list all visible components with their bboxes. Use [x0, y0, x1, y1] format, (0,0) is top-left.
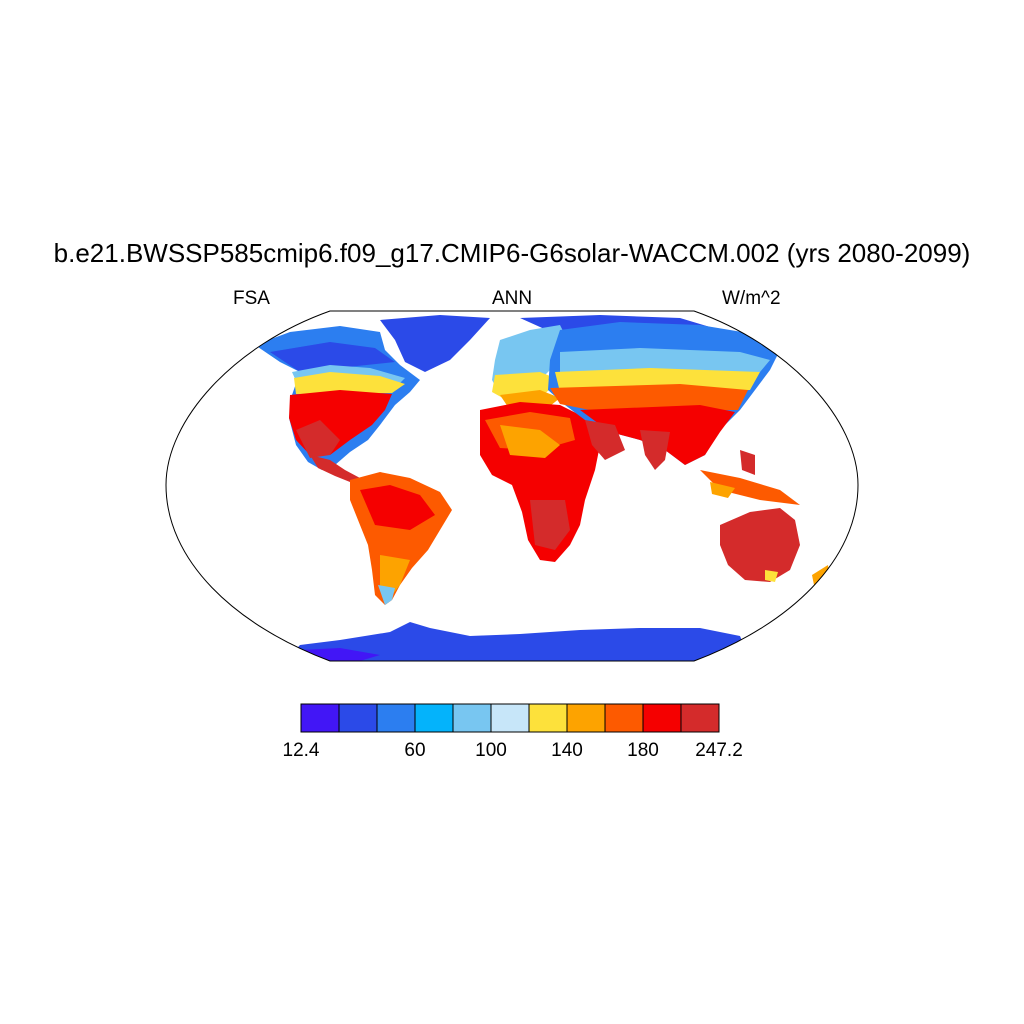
colorbar-tick-label: 100: [475, 740, 507, 761]
colorbar-swatch: [414, 703, 454, 733]
colorbar-swatch: [490, 703, 530, 733]
colorbar-tick-label: 12.4: [282, 740, 320, 761]
colorbar-tick-label: 180: [627, 740, 659, 761]
colorbar-swatch: [604, 703, 644, 733]
antarctica: [285, 622, 745, 661]
colorbar-swatch: [338, 703, 378, 733]
colorbar-swatch: [452, 703, 492, 733]
season-label: ANN: [491, 288, 533, 309]
colorbar-swatch: [566, 703, 606, 733]
australia: [720, 508, 800, 582]
colorbar-swatch: [528, 703, 568, 733]
colorbar-swatch: [642, 703, 682, 733]
land-fields: [255, 315, 830, 661]
colorbar-tick-label: 247.2: [695, 740, 743, 761]
colorbar-tick-label: 60: [404, 740, 426, 761]
colorbar-swatch: [300, 703, 340, 733]
globe-outline: [165, 310, 859, 662]
greenland: [380, 315, 490, 372]
colorbar-tick-label: 140: [551, 740, 583, 761]
colorbar-swatch: [376, 703, 416, 733]
colorbar-swatch: [680, 703, 720, 733]
units-label: W/m^2: [722, 288, 781, 309]
plot-title: b.e21.BWSSP585cmip6.f09_g17.CMIP6-G6sola…: [53, 238, 971, 268]
variable-label: FSA: [233, 288, 270, 309]
colorbar: [300, 703, 720, 733]
